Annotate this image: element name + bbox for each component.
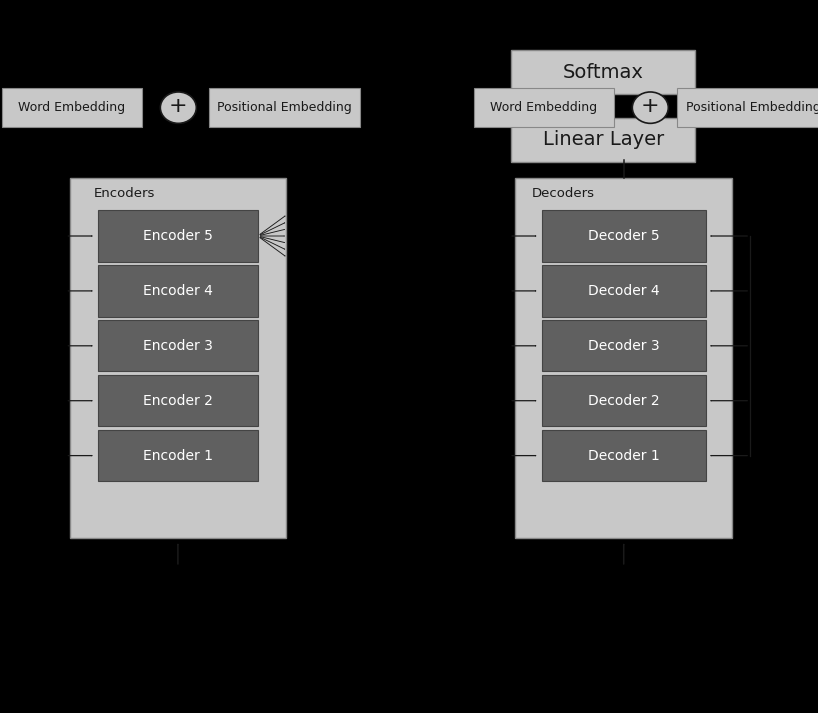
FancyBboxPatch shape <box>98 320 258 371</box>
Text: Decoder 5: Decoder 5 <box>588 229 659 243</box>
Text: Decoder 3: Decoder 3 <box>588 339 659 353</box>
Text: Encoders: Encoders <box>94 188 155 200</box>
Text: Encoder 5: Encoder 5 <box>143 229 213 243</box>
FancyBboxPatch shape <box>542 210 706 262</box>
FancyBboxPatch shape <box>98 265 258 317</box>
Text: Decoder 2: Decoder 2 <box>588 394 659 408</box>
FancyBboxPatch shape <box>542 375 706 426</box>
Circle shape <box>160 92 196 123</box>
FancyBboxPatch shape <box>515 178 732 538</box>
Text: Encoder 4: Encoder 4 <box>143 284 213 298</box>
FancyBboxPatch shape <box>98 375 258 426</box>
Text: Decoder 1: Decoder 1 <box>588 448 659 463</box>
FancyBboxPatch shape <box>209 88 360 127</box>
Text: Word Embedding: Word Embedding <box>19 101 125 114</box>
Text: Softmax: Softmax <box>563 63 644 81</box>
FancyBboxPatch shape <box>542 265 706 317</box>
FancyBboxPatch shape <box>98 430 258 481</box>
Text: Positional Embedding: Positional Embedding <box>217 101 352 114</box>
FancyBboxPatch shape <box>511 50 695 94</box>
FancyBboxPatch shape <box>677 88 818 127</box>
FancyBboxPatch shape <box>511 118 695 162</box>
Text: Positional Embedding: Positional Embedding <box>685 101 818 114</box>
Text: Encoder 1: Encoder 1 <box>143 448 213 463</box>
Text: Encoder 2: Encoder 2 <box>143 394 213 408</box>
Text: Linear Layer: Linear Layer <box>542 130 664 149</box>
Circle shape <box>632 92 668 123</box>
FancyBboxPatch shape <box>70 178 286 538</box>
Text: Decoders: Decoders <box>532 188 595 200</box>
FancyBboxPatch shape <box>2 88 142 127</box>
Text: +: + <box>169 96 187 116</box>
Text: Decoder 4: Decoder 4 <box>588 284 659 298</box>
FancyBboxPatch shape <box>542 430 706 481</box>
FancyBboxPatch shape <box>542 320 706 371</box>
FancyBboxPatch shape <box>474 88 614 127</box>
FancyBboxPatch shape <box>98 210 258 262</box>
Text: Encoder 3: Encoder 3 <box>143 339 213 353</box>
Text: +: + <box>641 96 659 116</box>
Text: Word Embedding: Word Embedding <box>491 101 597 114</box>
